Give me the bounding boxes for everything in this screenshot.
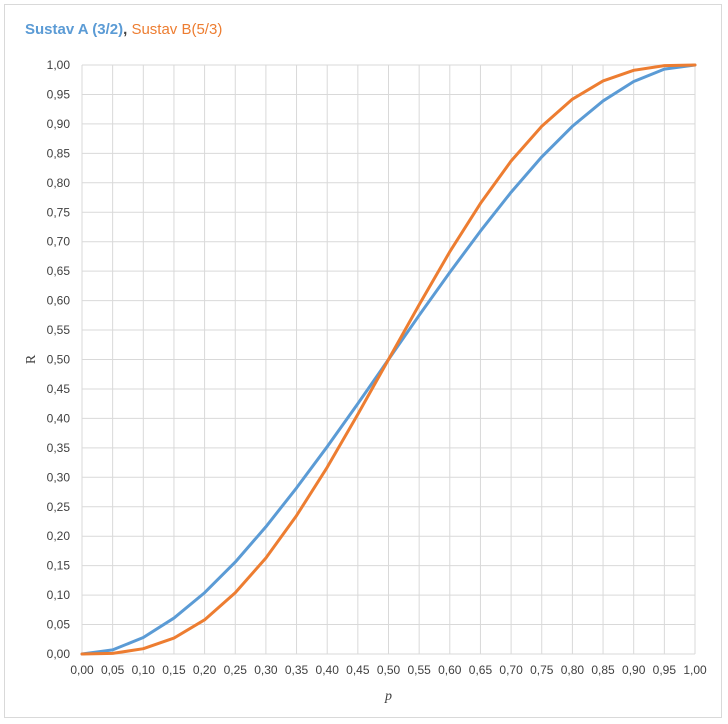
x-tick-label: 0,85	[591, 663, 615, 677]
series-line-sustav-b	[80, 63, 697, 656]
x-tick-label: 0,70	[499, 663, 523, 677]
y-tick-label: 0,55	[47, 323, 71, 337]
x-tick-label: 0,60	[438, 663, 462, 677]
x-tick-label: 0,15	[162, 663, 186, 677]
y-tick-label: 0,05	[47, 618, 71, 632]
y-tick-label: 0,30	[47, 470, 71, 484]
x-tick-label: 0,55	[407, 663, 431, 677]
y-tick-label: 0,15	[47, 559, 71, 573]
title-separator: ,	[123, 21, 132, 38]
x-tick-label: 0,35	[285, 663, 309, 677]
y-tick-label: 0,60	[47, 294, 71, 308]
y-tick-label: 0,65	[47, 264, 71, 278]
y-axis-ticks: 0,00 0,05 0,10 0,15 0,20 0,25 0,30 0,35 0,40 0,45…	[47, 58, 71, 661]
x-tick-label: 0,75	[530, 663, 554, 677]
title-series-b: Sustav B(5/3)	[131, 21, 223, 38]
x-tick-label: 0,50	[377, 663, 401, 677]
chart-title: Sustav A (3/2), Sustav B(5/3)	[25, 21, 222, 38]
line-chart: 0,00 0,05 0,10 0,15 0,20 0,25 0,30 0,35 0,40 0,45…	[24, 58, 707, 704]
title-series-a: Sustav A (3/2)	[25, 21, 124, 38]
series-lines	[80, 63, 697, 656]
x-tick-label: 0,90	[622, 663, 646, 677]
x-tick-label: 0,00	[70, 663, 94, 677]
x-tick-label: 0,95	[653, 663, 677, 677]
y-tick-label: 0,40	[47, 411, 71, 425]
y-tick-label: 0,95	[47, 87, 71, 101]
y-tick-label: 0,00	[47, 647, 71, 661]
y-tick-label: 0,35	[47, 441, 71, 455]
y-tick-label: 0,85	[47, 146, 71, 160]
x-tick-label: 0,45	[346, 663, 370, 677]
y-tick-label: 0,25	[47, 500, 71, 514]
x-axis-title: p	[384, 689, 392, 704]
y-tick-label: 0,70	[47, 235, 71, 249]
y-axis-title: R	[24, 354, 39, 364]
x-tick-label: 1,00	[683, 663, 707, 677]
x-tick-label: 0,25	[224, 663, 248, 677]
x-tick-label: 0,05	[101, 663, 125, 677]
y-tick-label: 0,45	[47, 382, 71, 396]
y-tick-label: 0,80	[47, 176, 71, 190]
y-tick-label: 0,50	[47, 353, 71, 367]
x-tick-label: 0,30	[254, 663, 278, 677]
y-tick-label: 0,75	[47, 205, 71, 219]
chart-frame: Sustav A (3/2), Sustav B(5/3) 0,00 0,05 0,…	[4, 4, 722, 718]
y-tick-label: 0,10	[47, 588, 71, 602]
y-tick-label: 1,00	[47, 58, 71, 72]
y-tick-label: 0,90	[47, 117, 71, 131]
y-tick-label: 0,20	[47, 529, 71, 543]
x-tick-label: 0,20	[193, 663, 217, 677]
x-tick-label: 0,80	[561, 663, 585, 677]
x-tick-label: 0,40	[316, 663, 340, 677]
x-axis-ticks: 0,00 0,05 0,10 0,15 0,20 0,25 0,30 0,35 0,40 0,45…	[70, 663, 707, 677]
x-tick-label: 0,10	[132, 663, 156, 677]
x-tick-label: 0,65	[469, 663, 493, 677]
